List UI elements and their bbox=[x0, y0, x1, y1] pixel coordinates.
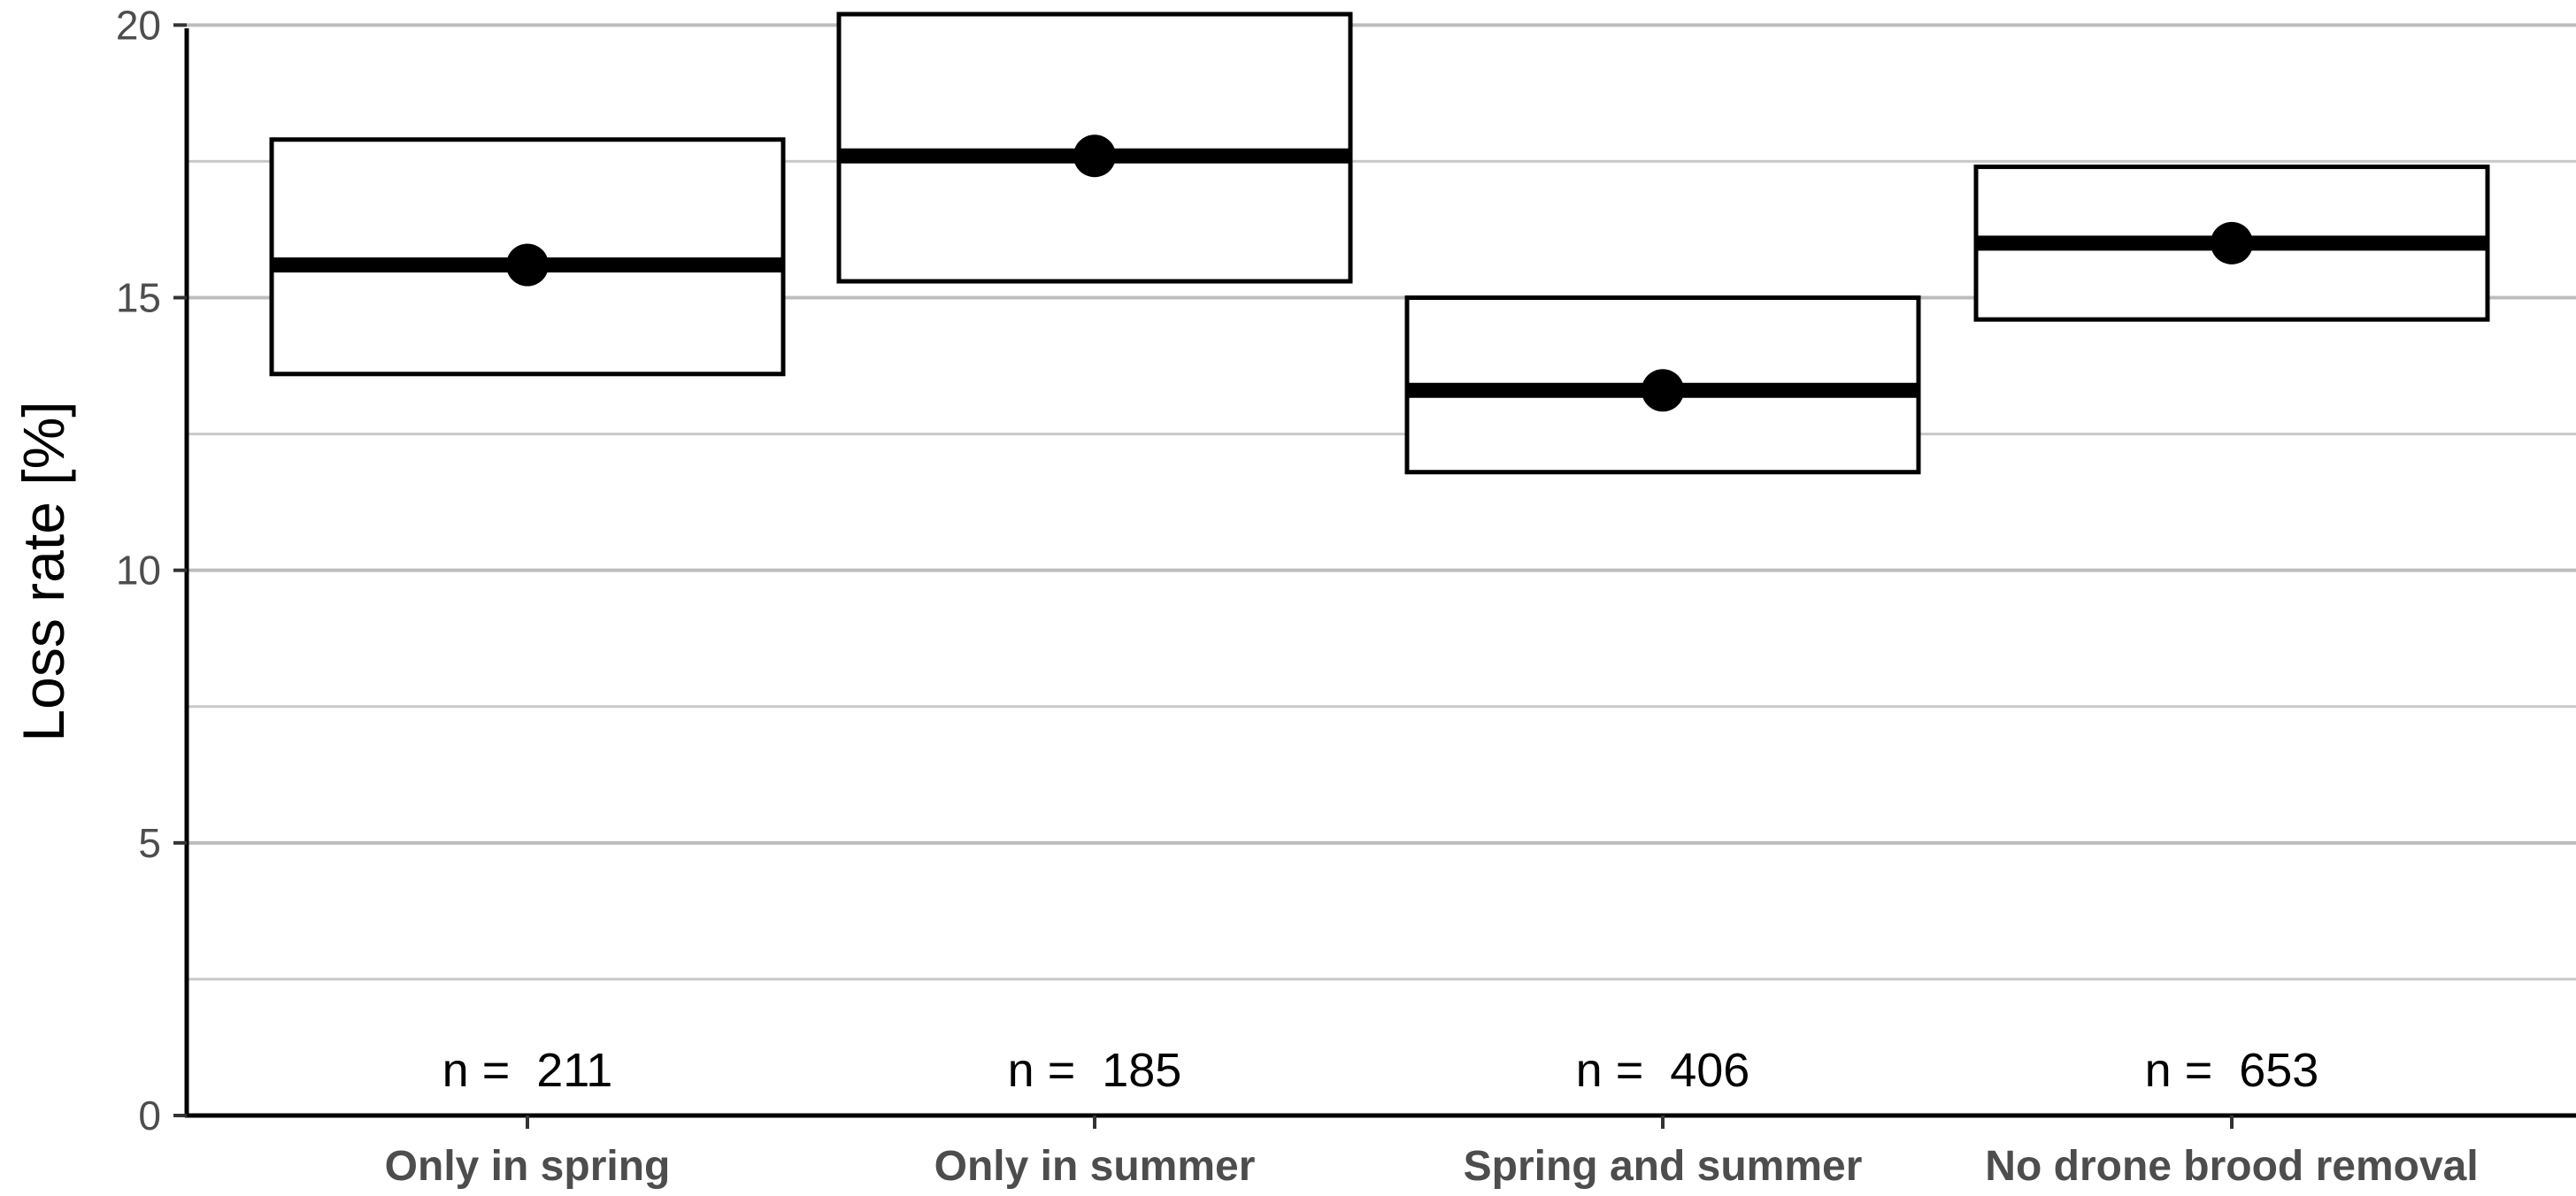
n-label: n = 406 bbox=[1576, 1044, 1750, 1097]
estimate-point bbox=[1073, 134, 1116, 178]
x-tick-label: Only in spring bbox=[385, 1143, 671, 1190]
y-tick-label: 0 bbox=[138, 1092, 161, 1138]
y-tick-label: 5 bbox=[138, 820, 161, 866]
n-labels: n = 211 n = 185 n = 406 n = 653 bbox=[442, 1044, 2319, 1097]
n-label: n = 653 bbox=[2145, 1044, 2319, 1097]
x-tick-label: Spring and summer bbox=[1464, 1143, 1863, 1190]
y-tick-label: 20 bbox=[116, 2, 161, 48]
x-labels: Only in spring Only in summer Spring and s… bbox=[385, 1116, 2479, 1190]
y-tick-label: 15 bbox=[116, 274, 161, 320]
y-tick-label: 10 bbox=[116, 548, 161, 594]
estimate-point bbox=[2211, 221, 2253, 264]
y-ticks: 0 5 10 15 20 bbox=[116, 2, 187, 1138]
boxes bbox=[269, 12, 2490, 475]
x-tick-label: Only in summer bbox=[934, 1143, 1256, 1190]
estimate-point bbox=[506, 243, 549, 287]
n-label: n = 185 bbox=[1008, 1044, 1182, 1097]
x-tick-label: No drone brood removal bbox=[1985, 1143, 2478, 1190]
n-label: n = 211 bbox=[442, 1044, 613, 1097]
y-axis-title: Loss rate [%] bbox=[11, 401, 76, 741]
estimate-point bbox=[1642, 369, 1684, 412]
